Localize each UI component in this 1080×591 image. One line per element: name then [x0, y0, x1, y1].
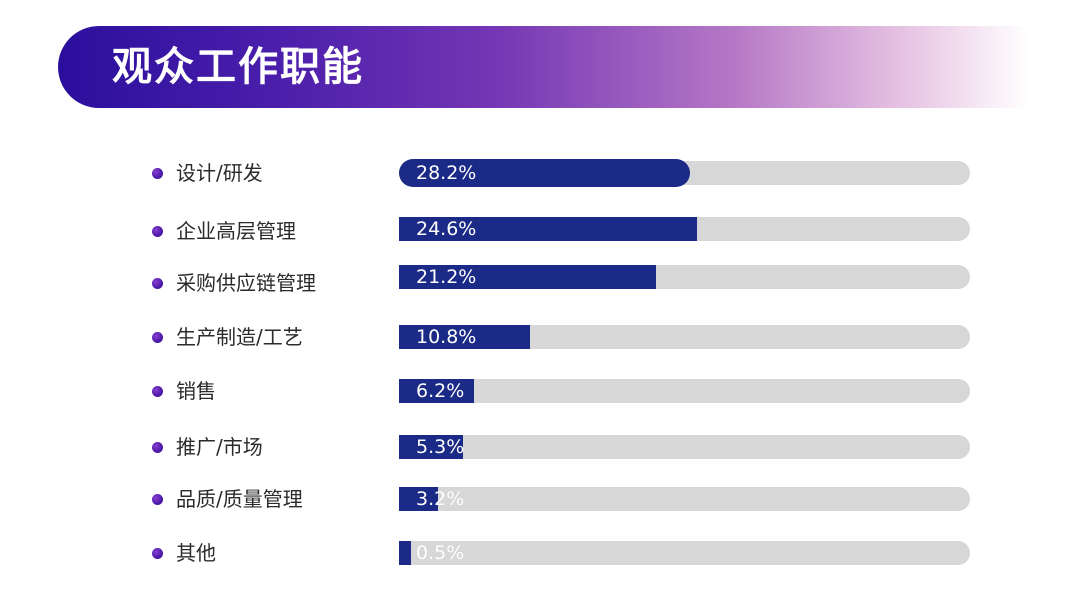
page-title: 观众工作职能 [112, 44, 364, 90]
bar [399, 217, 697, 241]
bar [399, 325, 530, 349]
category-label: 生产制造/工艺 [176, 325, 303, 349]
data-label: 10.8% [416, 326, 477, 348]
bar [399, 487, 438, 511]
bar-label: 其他 [152, 538, 216, 568]
bar-label: 采购供应链管理 [152, 268, 316, 298]
bar [399, 541, 411, 565]
bullet-dot-icon [152, 331, 163, 343]
bar-track: 21.2% [399, 265, 970, 289]
data-label: 6.2% [416, 380, 465, 402]
bar [399, 159, 690, 187]
bar-label: 设计/研发 [152, 158, 263, 188]
bar-track: 28.2% [399, 159, 970, 187]
bullet-dot-icon [152, 493, 163, 505]
bar [399, 265, 656, 289]
bar-track: 0.5% [399, 541, 970, 565]
data-label: 5.3% [416, 436, 465, 458]
bar-label: 销售 [152, 376, 216, 406]
bar [399, 435, 463, 459]
bar-label: 推广/市场 [152, 432, 263, 462]
bar-label: 生产制造/工艺 [152, 322, 303, 352]
bar-track: 3.2% [399, 487, 970, 511]
data-label: 21.2% [416, 266, 477, 288]
category-label: 设计/研发 [176, 161, 263, 185]
category-label: 销售 [176, 379, 216, 403]
category-label: 其他 [176, 541, 216, 565]
bar-track: 24.6% [399, 217, 970, 241]
bar-label: 企业高层管理 [152, 216, 296, 246]
data-label: 24.6% [416, 218, 477, 240]
category-label: 采购供应链管理 [176, 271, 316, 295]
bullet-dot-icon [152, 225, 163, 237]
data-label: 3.2% [416, 488, 465, 510]
bar-track: 10.8% [399, 325, 970, 349]
bullet-dot-icon [152, 277, 163, 289]
data-label: 0.5% [416, 542, 465, 564]
bar-track: 6.2% [399, 379, 970, 403]
bullet-dot-icon [152, 167, 163, 179]
bullet-dot-icon [152, 547, 163, 559]
bar [399, 379, 474, 403]
bar-track: 5.3% [399, 435, 970, 459]
bar-label: 品质/质量管理 [152, 484, 303, 514]
title-banner [58, 26, 1028, 108]
data-label: 28.2% [416, 162, 477, 184]
category-label: 品质/质量管理 [176, 487, 303, 511]
category-label: 企业高层管理 [176, 219, 296, 243]
category-label: 推广/市场 [176, 435, 263, 459]
bullet-dot-icon [152, 441, 163, 453]
bullet-dot-icon [152, 385, 163, 397]
